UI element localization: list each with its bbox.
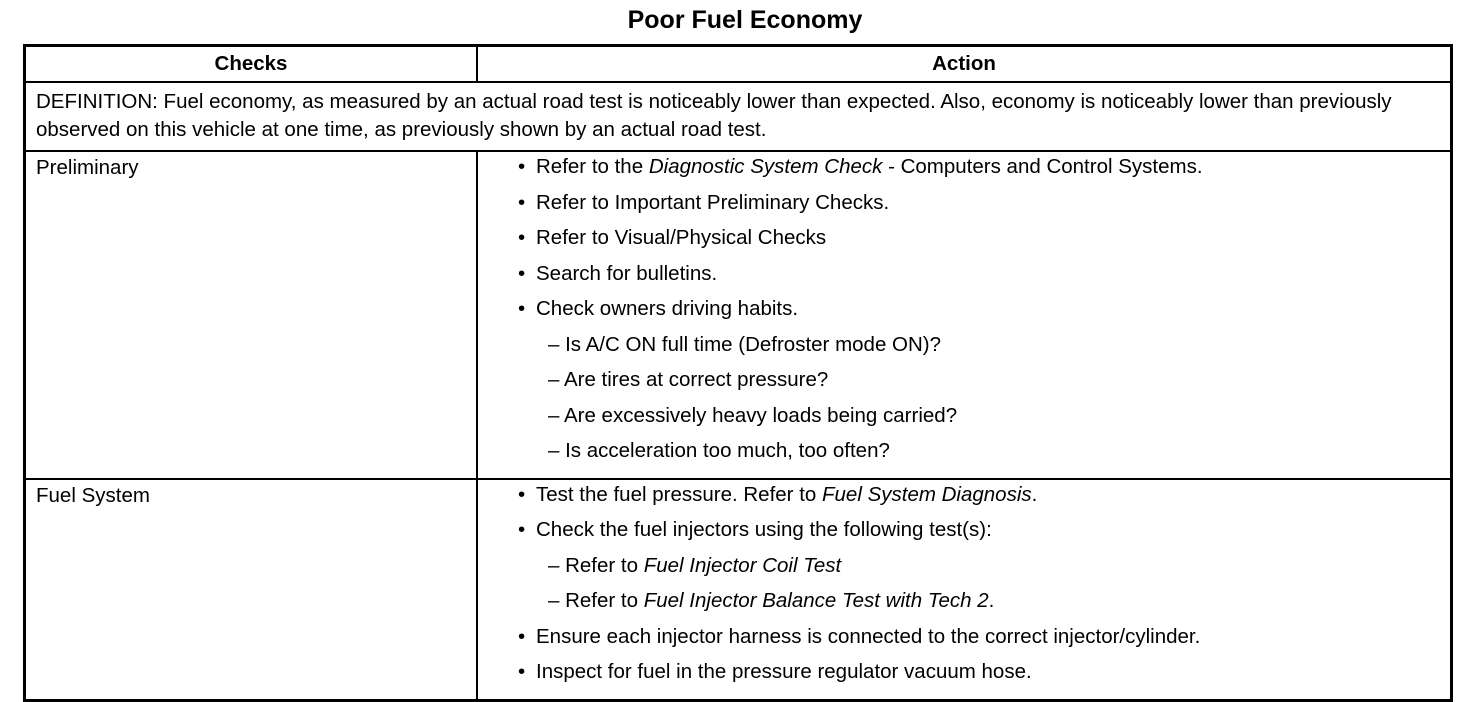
actions-fuel-system: Test the fuel pressure. Refer to Fuel Sy… (476, 477, 1453, 701)
diagnostic-table: Checks Action DEFINITION: Fuel economy, … (23, 44, 1453, 702)
action-bullet-item: Search for bulletins. (516, 261, 1440, 297)
action-text: Refer to Visual/Physical Checks (536, 226, 827, 249)
action-text: – Refer to (548, 589, 644, 612)
action-text: – Are excessively heavy loads being carr… (548, 403, 958, 427)
action-bullet-item: Check the fuel injectors using the follo… (516, 517, 1440, 553)
action-sub-item: – Refer to Fuel Injector Coil Test (516, 553, 1440, 589)
check-fuel-system: Fuel System (23, 477, 478, 701)
action-text: – Is A/C ON full time (Defroster mode ON… (548, 332, 942, 356)
action-text: Refer to the (536, 155, 649, 178)
action-bullet-item: Refer to Visual/Physical Checks (516, 225, 1440, 261)
action-bullet-item: Test the fuel pressure. Refer to Fuel Sy… (516, 482, 1440, 518)
action-text: . (988, 589, 995, 612)
action-text: – Are tires at correct pressure? (548, 368, 829, 391)
reference-title: Fuel Injector Balance Test with Tech 2 (643, 589, 989, 612)
action-bullet-item: Ensure each injector harness is connecte… (516, 624, 1440, 660)
action-sub-item: – Is acceleration too much, too often? (516, 438, 1440, 474)
action-sub-item: – Are excessively heavy loads being carr… (516, 403, 1440, 439)
action-text: Inspect for fuel in the pressure regulat… (536, 660, 1032, 683)
action-text: – Refer to (548, 553, 644, 577)
action-text: Check the fuel injectors using the follo… (536, 518, 992, 541)
action-text: Check owners driving habits. (536, 297, 799, 320)
reference-title: Diagnostic System Check (648, 155, 883, 178)
table-row: Fuel System Test the fuel pressure. Refe… (23, 477, 1453, 701)
action-sub-item: – Are tires at correct pressure? (516, 367, 1440, 403)
table-row: Preliminary Refer to the Diagnostic Syst… (23, 150, 1453, 480)
action-sub-item: – Refer to Fuel Injector Balance Test wi… (516, 588, 1440, 624)
header-row: Checks Action (23, 44, 1453, 83)
action-bullet-item: Check owners driving habits. (516, 296, 1440, 332)
actions-preliminary: Refer to the Diagnostic System Check - C… (476, 150, 1453, 480)
action-text: Test the fuel pressure. Refer to (536, 482, 822, 506)
action-sub-item: – Is A/C ON full time (Defroster mode ON… (516, 332, 1440, 368)
action-text: - Computers and Control Systems. (882, 155, 1203, 178)
action-bullet-item: Refer to Important Preliminary Checks. (516, 190, 1440, 226)
action-text: Ensure each injector harness is connecte… (536, 624, 1201, 648)
reference-title: Fuel Injector Coil Test (643, 553, 842, 577)
action-text: Search for bulletins. (536, 261, 718, 285)
check-preliminary: Preliminary (23, 150, 478, 480)
reference-title: Fuel System Diagnosis (822, 482, 1032, 506)
action-header: Action (476, 44, 1453, 83)
action-text: – Is acceleration too much, too often? (548, 439, 890, 462)
action-bullet-item: Refer to the Diagnostic System Check - C… (516, 154, 1440, 190)
action-text: . (1031, 482, 1038, 506)
checks-header: Checks (23, 44, 478, 83)
definition-row: DEFINITION: Fuel economy, as measured by… (23, 81, 1453, 152)
action-bullet-item: Inspect for fuel in the pressure regulat… (516, 659, 1440, 695)
document-title: Poor Fuel Economy (627, 6, 863, 34)
action-text: Refer to Important Preliminary Checks. (536, 190, 890, 214)
definition-text: DEFINITION: Fuel economy, as measured by… (23, 81, 1453, 152)
